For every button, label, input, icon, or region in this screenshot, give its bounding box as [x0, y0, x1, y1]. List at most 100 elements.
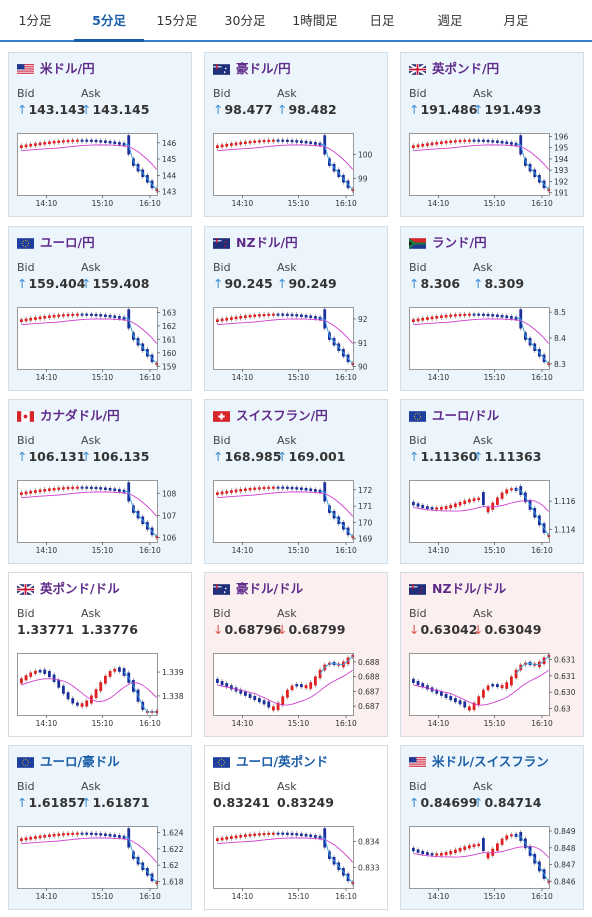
moving-average-line: [217, 669, 353, 706]
currency-pair-name[interactable]: ユーロ/豪ドル: [40, 754, 120, 769]
candle: [48, 671, 51, 678]
y-tick-label: 146: [162, 139, 177, 148]
rate-card[interactable]: 米ドル/円 Bid ↑143.143 Ask ↑143.145 146 145 144 143 1…: [8, 52, 192, 217]
candle: [454, 698, 457, 703]
currency-pair-name[interactable]: 豪ドル/ドル: [236, 581, 304, 596]
ask-label: Ask: [81, 261, 101, 274]
bid-label: Bid: [213, 607, 231, 620]
candle: [66, 486, 70, 490]
chart-plot-area: [409, 826, 550, 889]
ask-label: Ask: [81, 434, 101, 447]
up-arrow-icon: ↑: [17, 795, 28, 810]
currency-pair-name[interactable]: NZドル/ドル: [432, 581, 507, 596]
rate-card[interactable]: 米ドル/スイスフラン Bid ↑0.84699 Ask ↑0.84714 0.849 0.8…: [400, 745, 584, 910]
candle: [421, 683, 425, 688]
currency-pair-name[interactable]: スイスフラン/円: [236, 408, 328, 423]
candle: [272, 486, 275, 489]
currency-pair-name[interactable]: 米ドル/スイスフラン: [432, 754, 549, 769]
y-tick-label: 0.6315: [554, 656, 575, 665]
currency-pair-name[interactable]: 英ポンド/円: [432, 61, 500, 76]
candle: [468, 706, 471, 711]
rate-card[interactable]: 英ポンド/円 Bid ↑191.486 Ask ↑191.493 196 195 194 193…: [400, 52, 584, 217]
rate-card[interactable]: 豪ドル/円 Bid ↑98.477 Ask ↑98.482 100 99 14:10 15:10…: [204, 52, 388, 217]
candle: [262, 313, 266, 317]
candle: [62, 833, 65, 836]
eu-flag-icon: [17, 757, 34, 768]
candle: [281, 696, 285, 706]
rate-card[interactable]: ランド/円 Bid ↑8.306 Ask ↑8.309 8.5 8.4 8.3 14:10 15:…: [400, 226, 584, 391]
candle: [444, 693, 448, 698]
currency-pair-name[interactable]: カナダドル/円: [40, 408, 120, 423]
tab-15分足[interactable]: 15分足: [156, 13, 198, 28]
rate-card[interactable]: 英ポンド/ドルBid↑1.33771Ask↑1.337761.3391.3381…: [8, 572, 192, 737]
currency-pair-name[interactable]: 英ポンド/ドル: [40, 581, 120, 596]
rate-card[interactable]: 豪ドル/ドルBid↓0.68796Ask↓0.687990.68850.6880…: [204, 572, 388, 737]
tab-月足[interactable]: 月足: [503, 13, 529, 28]
candle: [104, 675, 107, 684]
candle: [34, 836, 37, 839]
bid-price: ↓0.68796: [213, 622, 281, 637]
rate-card[interactable]: ユーロ/ドル Bid ↑1.11360 Ask ↑1.11363 1.116 1.114 14…: [400, 399, 584, 564]
rate-card[interactable]: ユーロ/円 Bid ↑159.404 Ask ↑159.408 163 162 161 160 1…: [8, 226, 192, 391]
candle: [239, 315, 243, 319]
candle: [547, 880, 551, 883]
candle: [267, 313, 271, 316]
candle: [351, 655, 355, 658]
y-tick-label: 193: [554, 166, 569, 175]
candle: [276, 139, 280, 142]
candle: [463, 500, 467, 504]
rate-card[interactable]: ユーロ/英ポンド Bid ↑0.83241 Ask ↑0.83249 0.834 0.833…: [204, 745, 388, 910]
tab-30分足[interactable]: 30分足: [224, 13, 266, 28]
candle: [547, 188, 551, 191]
tab-1分足[interactable]: 1分足: [18, 13, 52, 28]
candle: [80, 486, 84, 489]
y-tick-label: 171: [358, 502, 373, 511]
candle: [230, 490, 233, 493]
currency-pair-name[interactable]: 米ドル/円: [40, 61, 95, 76]
currency-pair-name[interactable]: ユーロ/ドル: [432, 408, 500, 423]
moving-average-line: [21, 837, 158, 863]
candle: [468, 139, 471, 142]
up-arrow-icon: ↑: [473, 102, 484, 117]
rate-card[interactable]: NZドル/ドルBid↓0.63042Ask↓0.630490.63150.631…: [400, 572, 584, 737]
tab-1時間足[interactable]: 1時間足: [292, 13, 338, 28]
x-tick-label: 16:10: [531, 719, 553, 728]
x-tick-label: 15:10: [484, 719, 506, 728]
currency-pair-name[interactable]: 豪ドル/円: [236, 61, 291, 76]
y-tick-label: 90: [358, 363, 368, 372]
tab-日足[interactable]: 日足: [369, 13, 395, 28]
x-tick-label: 14:10: [428, 373, 450, 382]
candle: [486, 313, 490, 317]
currency-pair-name[interactable]: ユーロ/円: [40, 235, 95, 250]
currency-pair-name[interactable]: ユーロ/英ポンド: [236, 754, 329, 769]
candle: [29, 317, 33, 321]
tab-5分足[interactable]: 5分足: [74, 0, 144, 42]
y-tick-label: 192: [554, 177, 569, 186]
rate-card[interactable]: スイスフラン/円 Bid ↑168.985 Ask ↑169.001 172 171 170 1…: [204, 399, 388, 564]
eu-flag-icon: [213, 757, 230, 768]
candle: [80, 139, 84, 142]
up-arrow-icon: ↑: [473, 449, 484, 464]
candle: [48, 488, 51, 491]
rate-card[interactable]: NZドル/円 Bid ↑90.245 Ask ↑90.249 92 91 90 14:10 15:…: [204, 226, 388, 391]
candle: [62, 140, 65, 143]
moving-average-line: [413, 318, 550, 344]
candle: [440, 141, 443, 144]
candle: [440, 852, 443, 856]
moving-average-line: [21, 491, 158, 517]
x-tick-label: 15:10: [288, 373, 310, 382]
candle: [458, 313, 462, 317]
candle: [99, 487, 103, 490]
candle: [34, 490, 37, 493]
candle: [435, 507, 439, 510]
tab-週足[interactable]: 週足: [437, 13, 463, 28]
rate-card[interactable]: ユーロ/豪ドル Bid ↑1.61857 Ask ↑1.61871 1.624 1.622 1…: [8, 745, 192, 910]
currency-pair-name[interactable]: NZドル/円: [236, 235, 298, 250]
candle: [482, 139, 485, 142]
candle: [449, 504, 453, 509]
x-tick-label: 16:10: [335, 892, 357, 901]
candle: [421, 143, 425, 147]
currency-pair-name[interactable]: ランド/円: [432, 235, 487, 250]
ask-value: 0.84714: [484, 795, 542, 810]
rate-card[interactable]: カナダドル/円 Bid ↑106.131 Ask ↑106.135 108 107 106 14…: [8, 399, 192, 564]
